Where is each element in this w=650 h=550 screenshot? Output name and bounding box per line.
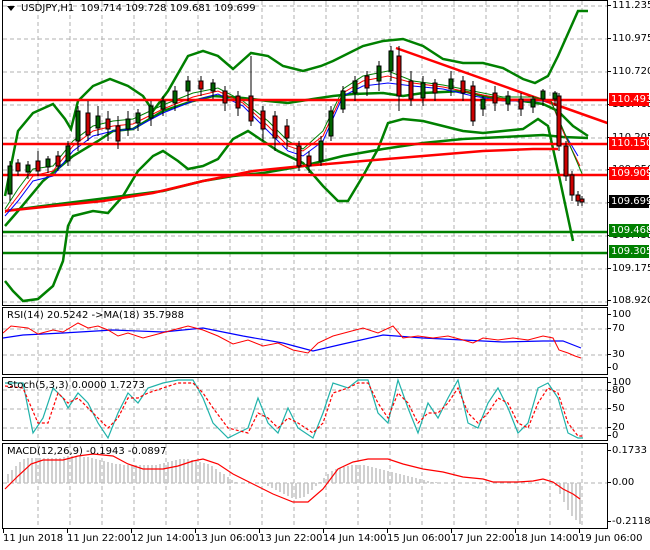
stoch-tick: 80 xyxy=(608,385,625,396)
time-axis[interactable]: 11 Jun 2018 11 Jun 22:00 12 Jun 14:00 13… xyxy=(0,529,650,550)
price-tick: 108.920 xyxy=(607,295,650,306)
macd-label: MACD(12,26,9) -0.1943 -0.0897 xyxy=(7,446,167,457)
rsi-panel[interactable]: RSI(14) 20.5242 ->MA(18) 35.7988 xyxy=(2,307,608,375)
time-label: 13 Jun 22:00 xyxy=(259,529,323,544)
rsi-chart-svg xyxy=(3,308,607,374)
stoch-tick: 0 xyxy=(607,430,619,441)
rsi-label: RSI(14) 20.5242 ->MA(18) 35.7988 xyxy=(7,310,184,321)
macd-tick: 0.1733 xyxy=(608,445,647,456)
symbol-label: USDJPY,H1 xyxy=(21,3,75,14)
price-chart-svg xyxy=(3,1,607,305)
stoch-tick: 50 xyxy=(608,403,625,414)
time-label: 14 Jun 14:00 xyxy=(323,529,387,544)
time-label: 19 Jun 06:00 xyxy=(579,529,643,544)
macd-panel[interactable]: MACD(12,26,9) -0.1943 -0.0897 xyxy=(2,443,608,529)
time-label: 11 Jun 2018 xyxy=(3,529,64,544)
price-tick: 110.975 xyxy=(607,33,650,44)
level-tag-109468: 109.468 xyxy=(609,224,650,237)
rsi-tick: 100 xyxy=(607,309,632,320)
level-tag-109909: 109.909 xyxy=(609,167,650,180)
time-label: 18 Jun 14:00 xyxy=(515,529,579,544)
collapse-triangle-icon[interactable] xyxy=(7,5,15,11)
time-label: 13 Jun 06:00 xyxy=(195,529,259,544)
macd-tick: 0.00 xyxy=(607,477,635,488)
price-axis[interactable]: 111.235 110.975 110.720 110.465 110.205 … xyxy=(607,0,650,306)
rsi-tick: 0 xyxy=(607,362,619,373)
price-tick: 109.175 xyxy=(607,263,650,274)
rsi-tick: 70 xyxy=(608,323,625,334)
price-tick: 110.720 xyxy=(607,66,650,77)
stoch-axis[interactable]: 100 80 50 20 0 xyxy=(607,377,650,441)
macd-chart-svg xyxy=(3,444,607,528)
time-label: 12 Jun 14:00 xyxy=(131,529,195,544)
stoch-tick: 100 xyxy=(607,377,632,388)
rsi-tick: 30 xyxy=(608,349,625,360)
time-label: 17 Jun 22:00 xyxy=(451,529,515,544)
level-tag-110493: 110.493 xyxy=(609,93,650,106)
stoch-chart-svg xyxy=(3,378,607,440)
macd-tick: -0.2118 xyxy=(608,516,650,527)
rsi-axis[interactable]: 100 70 30 0 xyxy=(607,307,650,375)
ohlc-values: 109.714 109.728 109.681 109.699 xyxy=(80,3,256,14)
price-tick: 111.235 xyxy=(607,0,650,11)
main-price-panel[interactable]: USDJPY,H1 109.714 109.728 109.681 109.69… xyxy=(2,0,608,306)
time-label: 15 Jun 06:00 xyxy=(387,529,451,544)
level-tag-109305: 109.305 xyxy=(609,245,650,258)
time-label: 11 Jun 22:00 xyxy=(67,529,131,544)
stochastic-panel[interactable]: Stoch(5,3,3) 0.0000 1.7273 xyxy=(2,377,608,441)
stoch-label: Stoch(5,3,3) 0.0000 1.7273 xyxy=(7,380,145,391)
macd-axis[interactable]: 0.1733 0.00 -0.2118 xyxy=(607,443,650,529)
chart-header: USDJPY,H1 109.714 109.728 109.681 109.69… xyxy=(7,3,256,14)
level-tag-110150: 110.150 xyxy=(609,137,650,150)
stoch-tick: 20 xyxy=(608,422,625,433)
current-price-tag: 109.699 xyxy=(609,195,650,208)
